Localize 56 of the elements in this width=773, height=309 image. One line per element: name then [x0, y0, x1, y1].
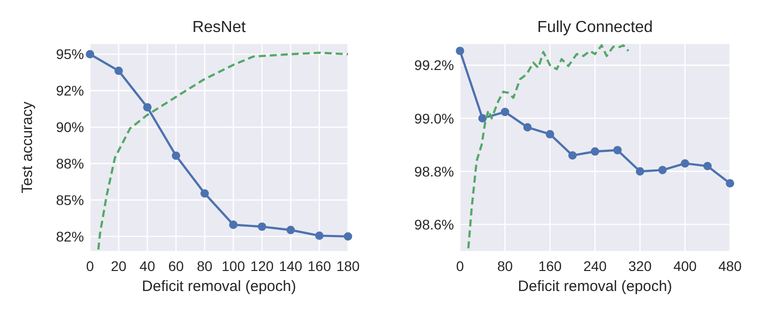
point: [344, 232, 352, 241]
y-tick-label: 95%: [56, 46, 84, 62]
point: [523, 123, 532, 132]
y-tick-label: 98.8%: [414, 163, 454, 180]
y-tick-label: 90%: [56, 119, 84, 136]
y-tick-label: 85%: [56, 192, 84, 208]
point: [703, 162, 712, 170]
line-series: [467, 44, 630, 250]
x-tick-label: 0: [456, 258, 464, 274]
point: [114, 66, 123, 76]
point: [726, 179, 734, 188]
x-tick-label: 60: [168, 258, 184, 274]
x-tick-label: 0: [86, 258, 94, 274]
point: [456, 46, 464, 56]
x-tick-label: 160: [308, 258, 332, 274]
x-tick-label: 400: [673, 258, 697, 274]
y-tick-label: 92%: [56, 82, 84, 99]
point: [229, 220, 238, 229]
y-tick-label: 88%: [56, 156, 84, 172]
y-tick-label: 98.6%: [414, 216, 454, 232]
y-tick-label: 99.0%: [414, 110, 454, 126]
x-tick-label: 480: [718, 258, 742, 274]
point: [500, 108, 510, 116]
y-tick-label: 99.2%: [414, 57, 454, 74]
point: [590, 147, 600, 156]
point: [636, 167, 644, 176]
point: [568, 151, 577, 160]
point: [546, 130, 554, 138]
chart-title: ResNet: [192, 19, 246, 36]
x-tick-label: 120: [250, 258, 274, 274]
point: [286, 226, 295, 234]
point: [258, 222, 266, 231]
x-tick-label: 80: [497, 258, 513, 274]
point: [315, 231, 324, 240]
point: [172, 151, 180, 160]
point: [680, 159, 690, 168]
x-tick-label: 80: [196, 258, 213, 274]
x-tick-label: 180: [336, 258, 360, 274]
chart-title: Fully Connected: [537, 19, 653, 36]
x-axis-title: Deficit removal (epoch): [142, 278, 296, 295]
point: [658, 166, 667, 174]
y-tick-label: 82%: [56, 228, 84, 244]
x-tick-label: 140: [278, 258, 303, 274]
point: [200, 189, 209, 198]
x-axis-title: Deficit removal (epoch): [518, 278, 672, 295]
x-tick-label: 100: [222, 258, 246, 274]
x-tick-label: 40: [140, 258, 156, 274]
point: [86, 50, 94, 58]
y-axis-title: Test accuracy: [19, 101, 36, 194]
x-tick-label: 240: [583, 258, 607, 274]
x-tick-label: 20: [110, 258, 127, 274]
x-tick-label: 160: [538, 258, 562, 274]
point: [478, 114, 487, 123]
point: [613, 146, 622, 154]
point: [143, 103, 152, 112]
x-tick-label: 320: [628, 258, 652, 274]
